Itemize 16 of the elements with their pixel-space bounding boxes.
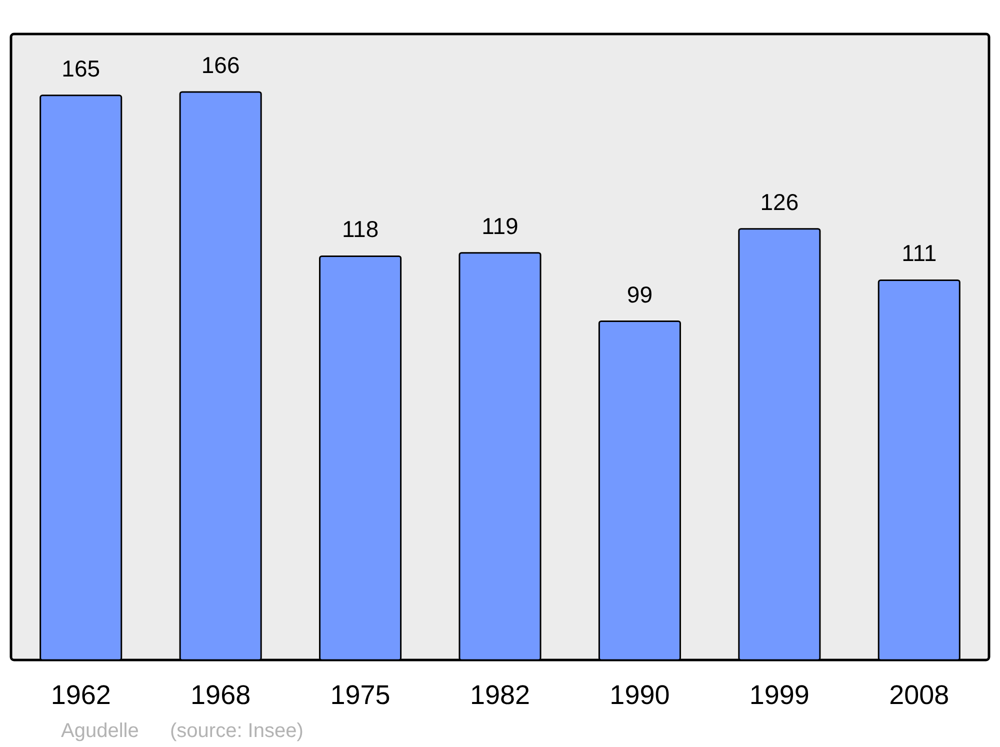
x-tick-label: 1975 xyxy=(330,680,390,710)
text: Agudelle xyxy=(61,720,139,742)
data-label: 111 xyxy=(902,240,937,266)
data-label: 166 xyxy=(201,52,240,78)
data-label: 99 xyxy=(626,281,653,308)
x-tick-label: 1962 xyxy=(50,680,111,710)
data-label: 126 xyxy=(760,188,799,215)
x-tick-label: 1968 xyxy=(190,680,251,710)
x-tick-label: 1990 xyxy=(610,680,670,710)
data-label: 119 xyxy=(482,212,518,239)
x-tick-label: 1999 xyxy=(749,680,810,710)
x-tick-label: 2008 xyxy=(889,680,950,710)
x-tick-label: 1982 xyxy=(470,680,530,710)
text: (source: Insee) xyxy=(170,720,304,742)
data-label: 118 xyxy=(342,216,379,242)
data-label: 165 xyxy=(62,55,100,82)
